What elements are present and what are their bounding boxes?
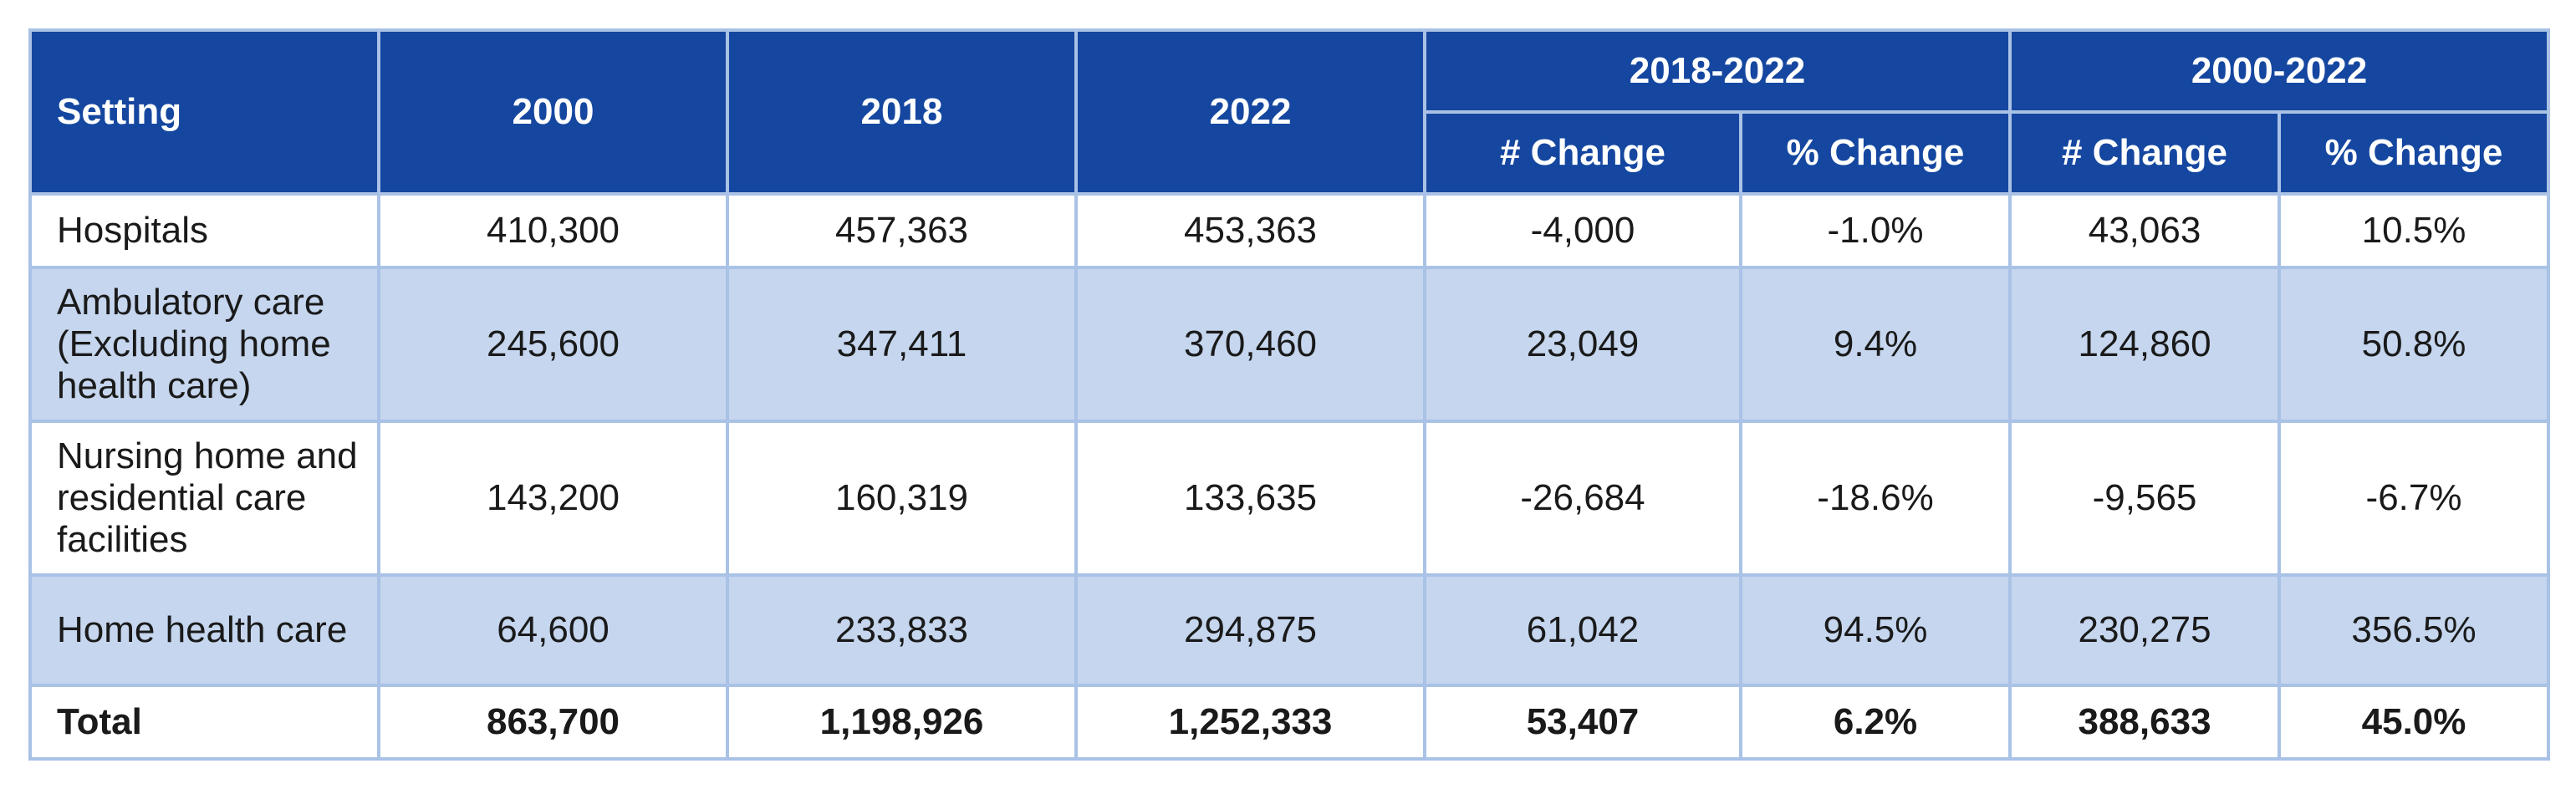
cell-2022: 294,875	[1074, 573, 1426, 687]
cell-setting: Nursing home and residential care facili…	[28, 420, 380, 577]
cell-2000-2022-num-change: 43,063	[2008, 192, 2282, 269]
cell-2000: 863,700	[377, 684, 729, 761]
table-row-ambulatory-care: Ambulatory care (Excluding home health c…	[28, 266, 2551, 423]
header-2018-2022-num-change: # Change	[1423, 110, 1742, 196]
cell-2000: 245,600	[377, 266, 729, 423]
cell-2022: 453,363	[1074, 192, 1426, 269]
table-row-nursing-home: Nursing home and residential care facili…	[28, 420, 2551, 577]
cell-2000: 143,200	[377, 420, 729, 577]
cell-setting: Hospitals	[28, 192, 380, 269]
cell-setting: Home health care	[28, 573, 380, 687]
cell-2000-2022-num-change: 124,860	[2008, 266, 2282, 423]
cell-2018: 347,411	[726, 266, 1078, 423]
cell-2000-2022-num-change: 388,633	[2008, 684, 2282, 761]
header-year-2022: 2022	[1074, 28, 1426, 196]
cell-2000-2022-num-change: 230,275	[2008, 573, 2282, 687]
cell-2000-2022-pct-change: 50.8%	[2278, 266, 2551, 423]
cell-2018: 160,319	[726, 420, 1078, 577]
cell-2018-2022-pct-change: 94.5%	[1738, 573, 2012, 687]
cell-2018-2022-pct-change: 6.2%	[1738, 684, 2012, 761]
cell-2018: 233,833	[726, 573, 1078, 687]
cell-2000: 64,600	[377, 573, 729, 687]
cell-2000-2022-pct-change: 356.5%	[2278, 573, 2551, 687]
cell-2000: 410,300	[377, 192, 729, 269]
cell-2018-2022-pct-change: -18.6%	[1738, 420, 2012, 577]
header-group-2018-2022: 2018-2022	[1422, 28, 2012, 114]
header-setting: Setting	[28, 28, 380, 196]
cell-2018-2022-pct-change: 9.4%	[1738, 266, 2012, 423]
cell-2022: 133,635	[1074, 420, 1426, 577]
header-year-2000: 2000	[377, 28, 729, 196]
header-2000-2022-pct-change: % Change	[2278, 110, 2551, 196]
table-row-home-health-care: Home health care 64,600 233,833 294,875 …	[28, 573, 2551, 687]
header-row-top: Setting 2000 2018 2022 2018-2022 2000-20…	[28, 28, 2551, 196]
cell-2018-2022-num-change: -26,684	[1423, 420, 1742, 577]
table-header: Setting 2000 2018 2022 2018-2022 2000-20…	[28, 28, 2551, 196]
employment-table-container: Setting 2000 2018 2022 2018-2022 2000-20…	[28, 28, 2551, 761]
cell-2018-2022-pct-change: -1.0%	[1738, 192, 2012, 269]
cell-2000-2022-pct-change: -6.7%	[2278, 420, 2551, 577]
cell-2018-2022-num-change: -4,000	[1423, 192, 1742, 269]
cell-2022: 1,252,333	[1074, 684, 1426, 761]
cell-2018: 457,363	[726, 192, 1078, 269]
header-2018-2022-pct-change: % Change	[1738, 110, 2012, 196]
cell-2018-2022-num-change: 53,407	[1423, 684, 1742, 761]
cell-2018-2022-num-change: 61,042	[1423, 573, 1742, 687]
cell-2018-2022-num-change: 23,049	[1423, 266, 1742, 423]
employment-by-setting-table: Setting 2000 2018 2022 2018-2022 2000-20…	[28, 28, 2551, 761]
header-year-2018: 2018	[726, 28, 1078, 196]
table-row-total: Total 863,700 1,198,926 1,252,333 53,407…	[28, 684, 2551, 761]
cell-2018: 1,198,926	[726, 684, 1078, 761]
cell-2022: 370,460	[1074, 266, 1426, 423]
header-2000-2022-num-change: # Change	[2008, 110, 2282, 196]
header-row-sub: # Change % Change # Change % Change	[30, 110, 2551, 196]
cell-setting: Total	[28, 684, 380, 761]
cell-setting: Ambulatory care (Excluding home health c…	[28, 266, 380, 423]
cell-2000-2022-pct-change: 45.0%	[2278, 684, 2551, 761]
table-body: Hospitals 410,300 457,363 453,363 -4,000…	[28, 192, 2551, 761]
cell-2000-2022-pct-change: 10.5%	[2278, 192, 2551, 269]
table-row-hospitals: Hospitals 410,300 457,363 453,363 -4,000…	[28, 192, 2551, 269]
cell-2000-2022-num-change: -9,565	[2008, 420, 2282, 577]
header-group-2000-2022: 2000-2022	[2008, 28, 2551, 114]
